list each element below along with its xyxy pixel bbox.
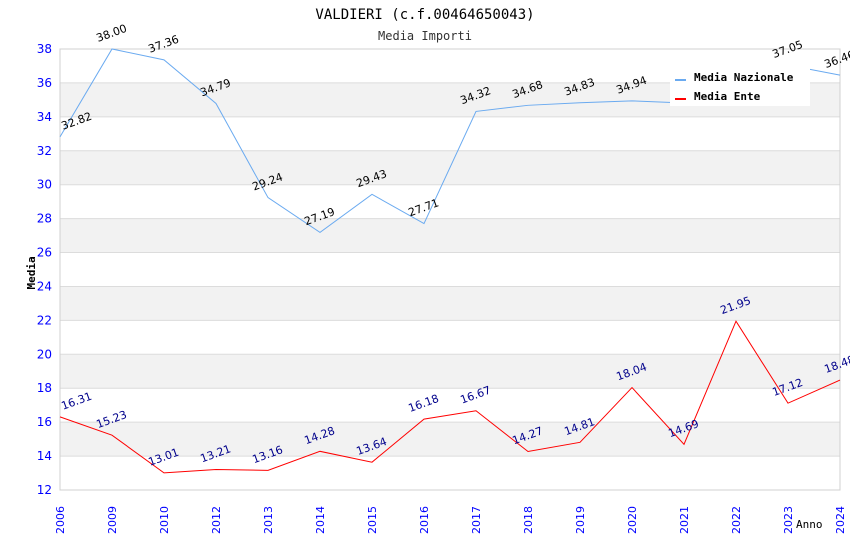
grid-band <box>60 286 840 321</box>
y-tick-label: 18 <box>37 381 52 395</box>
grid-band <box>60 354 840 389</box>
y-tick-label: 24 <box>37 279 52 293</box>
y-tick-label: 20 <box>37 347 52 361</box>
x-tick-label: 2023 <box>782 506 795 534</box>
data-label: 16.18 <box>407 392 441 415</box>
data-label: 38.00 <box>95 22 129 45</box>
data-label: 37.05 <box>771 38 805 61</box>
x-tick-label: 2024 <box>834 506 847 534</box>
x-tick-label: 2009 <box>106 506 119 534</box>
grid-band <box>60 422 840 457</box>
plot-frame <box>59 48 841 491</box>
x-tick-label: 2014 <box>314 506 327 534</box>
y-tick-label: 30 <box>37 178 52 192</box>
legend-label: Media Nazionale <box>694 71 794 84</box>
x-tick-label: 2012 <box>210 506 223 534</box>
y-tick-label: 16 <box>37 415 52 429</box>
series-line-ente <box>59 320 841 474</box>
chart-subtitle: Media Importi <box>378 29 472 43</box>
y-tick-label: 12 <box>37 483 52 497</box>
y-tick-label: 38 <box>37 42 52 56</box>
chart-title: VALDIERI (c.f.00464650043) <box>315 7 534 23</box>
x-axis-label: Anno <box>796 518 823 531</box>
data-label: 36.46 <box>823 48 850 71</box>
y-tick-label: 22 <box>37 313 52 327</box>
data-label: 37.36 <box>147 33 181 56</box>
x-tick-label: 2021 <box>678 506 691 534</box>
legend-label: Media Ente <box>694 90 761 103</box>
x-tick-label: 2022 <box>730 506 743 534</box>
x-tick-label: 2015 <box>366 506 379 534</box>
x-tick-label: 2016 <box>418 506 431 534</box>
y-tick-label: 34 <box>37 110 52 124</box>
x-tick-label: 2010 <box>158 506 171 534</box>
x-tick-label: 2020 <box>626 506 639 534</box>
grid-band <box>60 218 840 253</box>
y-axis-label: Media <box>25 256 38 289</box>
y-tick-label: 32 <box>37 144 52 158</box>
y-tick-label: 26 <box>37 246 52 260</box>
data-label: 27.71 <box>407 196 441 219</box>
x-tick-label: 2006 <box>54 506 67 534</box>
legend-box <box>670 62 810 106</box>
y-tick-label: 36 <box>37 76 52 90</box>
data-label: 16.31 <box>60 390 94 413</box>
x-tick-label: 2018 <box>522 506 535 534</box>
y-tick-label: 14 <box>37 449 52 463</box>
x-tick-label: 2017 <box>470 506 483 534</box>
y-tick-label: 28 <box>37 212 52 226</box>
x-tick-label: 2019 <box>574 506 587 534</box>
x-tick-label: 2013 <box>262 506 275 534</box>
